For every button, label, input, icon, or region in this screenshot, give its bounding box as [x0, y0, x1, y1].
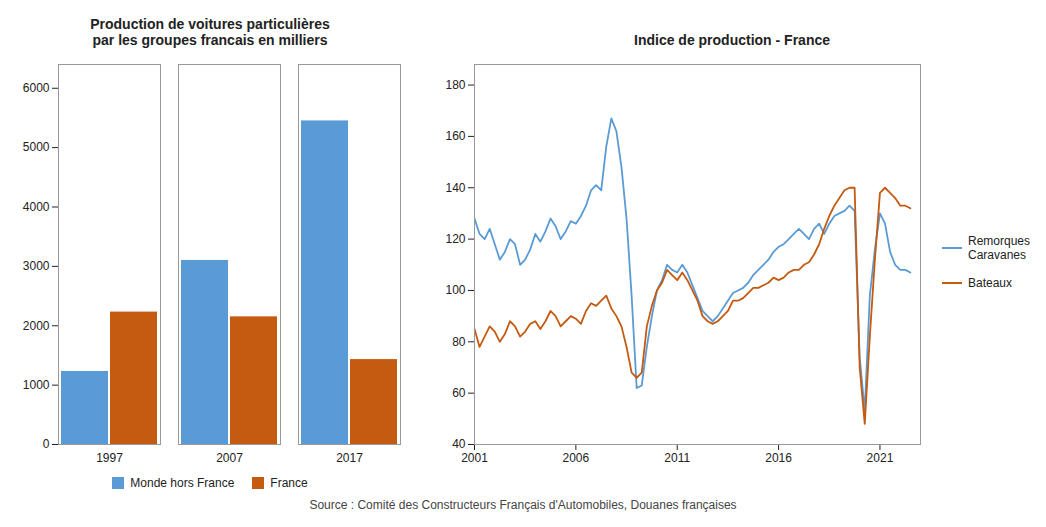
- svg-text:60: 60: [452, 386, 466, 400]
- svg-text:2016: 2016: [765, 451, 792, 465]
- svg-text:0: 0: [43, 437, 50, 451]
- svg-text:140: 140: [445, 181, 465, 195]
- svg-text:4000: 4000: [23, 200, 50, 214]
- html-text:Source : Comité des Constructe: Source : Comité des Constructeurs França…: [309, 498, 737, 512]
- html-text:Monde hors France: Monde hors France: [130, 476, 235, 490]
- svg-text:40: 40: [452, 437, 466, 451]
- svg-text:100: 100: [445, 283, 465, 297]
- svg-text:3000: 3000: [23, 259, 50, 273]
- html-text:Production de voitures particu: Production de voitures particulières par…: [90, 16, 330, 48]
- html-text:Bateaux: Bateaux: [968, 276, 1012, 290]
- html-text:Remorques Caravanes: Remorques Caravanes: [968, 234, 1030, 262]
- svg-text:5000: 5000: [23, 140, 50, 154]
- svg-text:180: 180: [445, 78, 465, 92]
- svg-text:2011: 2011: [664, 451, 690, 465]
- svg-text:120: 120: [445, 232, 465, 246]
- html-text:Indice de production - France: Indice de production - France: [634, 32, 830, 48]
- svg-text:2001: 2001: [461, 451, 488, 465]
- svg-text:1997: 1997: [96, 451, 123, 465]
- svg-text:2017: 2017: [336, 451, 363, 465]
- svg-text:1000: 1000: [23, 378, 50, 392]
- svg-text:2006: 2006: [563, 451, 590, 465]
- svg-text:160: 160: [445, 129, 465, 143]
- svg-text:2000: 2000: [23, 319, 50, 333]
- svg-text:2021: 2021: [867, 451, 894, 465]
- svg-text:80: 80: [452, 335, 466, 349]
- svg-text:2007: 2007: [216, 451, 243, 465]
- html-text:France: France: [270, 476, 308, 490]
- svg-text:6000: 6000: [23, 81, 50, 95]
